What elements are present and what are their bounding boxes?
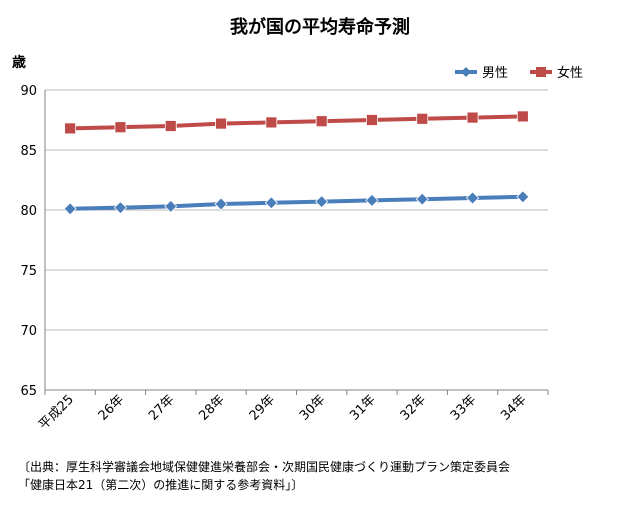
data-point — [265, 116, 278, 129]
x-tick-label: 26年 — [96, 392, 127, 423]
data-point — [415, 192, 429, 206]
y-tick-label: 90 — [20, 84, 37, 99]
series — [63, 110, 530, 216]
chart: 我が国の平均寿命予測 歳 65 70 75 80 85 90 平成25 26年 27年 28年 29… — [12, 16, 583, 433]
data-point — [164, 199, 178, 213]
legend-label: 男性 — [482, 66, 508, 81]
data-point — [466, 111, 479, 124]
x-tick-label: 32年 — [398, 392, 429, 423]
y-tick-label: 70 — [20, 324, 37, 339]
data-point — [315, 115, 328, 128]
x-tick-label: 29年 — [247, 392, 278, 423]
x-tick-label: 27年 — [146, 392, 177, 423]
data-point — [516, 110, 529, 123]
data-point — [114, 121, 127, 134]
data-point — [516, 190, 530, 204]
data-point — [366, 114, 378, 126]
gridlines — [45, 89, 548, 391]
legend-label: 女性 — [557, 65, 583, 81]
data-point — [416, 112, 429, 125]
legend-marker — [461, 67, 471, 77]
x-tick-label: 平成25 — [36, 392, 77, 433]
data-point — [214, 197, 228, 211]
source-line-2: 「健康日本21（第二次）の推進に関する参考資料」〕 — [18, 478, 304, 492]
x-tick-label: 33年 — [448, 392, 479, 423]
data-point — [113, 201, 128, 215]
y-tick-label: 80 — [20, 204, 37, 219]
data-point — [465, 191, 480, 205]
y-tick-label: 75 — [20, 264, 37, 279]
x-tick-label: 34年 — [498, 392, 529, 423]
series-line — [68, 114, 525, 131]
data-point — [315, 195, 329, 209]
data-point — [64, 122, 77, 135]
source-line-1: 〔出典：厚生科学審議会地域保健健進栄養部会・次期国民健康づくり運動プラン策定委員… — [18, 460, 511, 474]
y-axis-label: 歳 — [12, 54, 26, 71]
x-tick-label: 28年 — [196, 392, 227, 423]
series-line — [68, 194, 525, 211]
legend: 男性 女性 — [455, 65, 583, 81]
data-point — [215, 117, 227, 130]
x-tick-label: 31年 — [347, 392, 378, 423]
axes: 65 70 75 80 85 90 平成25 26年 27年 28年 29年 30年 31年 32年 33年… — [20, 84, 549, 433]
data-point — [164, 120, 177, 132]
data-point — [63, 202, 77, 216]
legend-marker — [536, 67, 546, 77]
x-tick-label: 30年 — [297, 392, 328, 423]
y-tick-label: 85 — [20, 144, 37, 159]
data-point — [264, 196, 278, 210]
y-tick-label: 65 — [20, 384, 37, 399]
data-point — [365, 193, 379, 207]
chart-title: 我が国の平均寿命予測 — [230, 16, 410, 38]
